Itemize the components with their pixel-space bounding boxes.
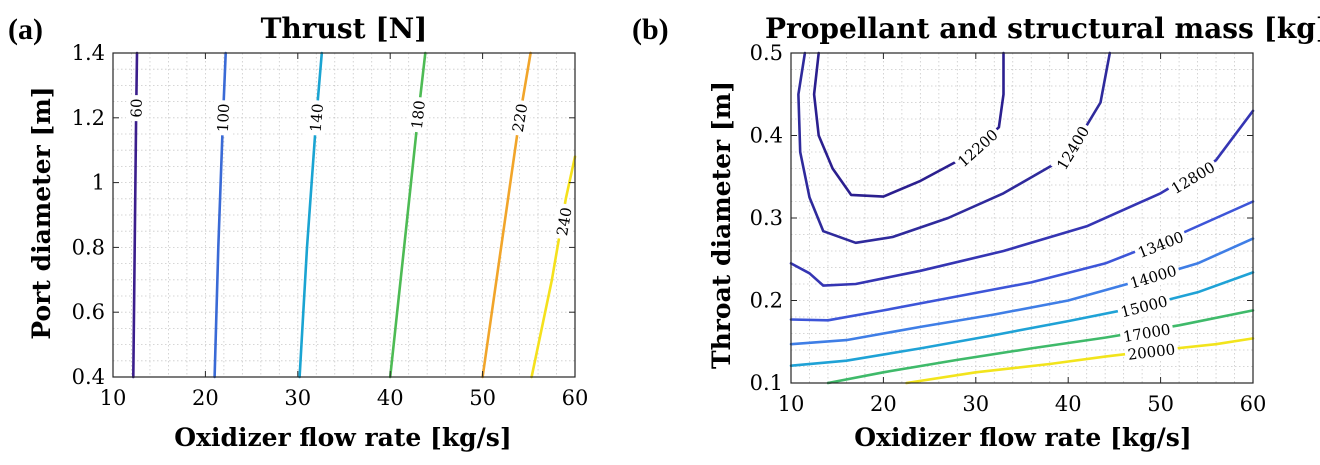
panel-a-contour-labels: 60 100 140 180 220 240 (125, 94, 577, 241)
panel-a-contour-label-bg (405, 96, 430, 134)
panel-a-contour-220 (481, 51, 532, 379)
panel-a-xtick-label: 20 (192, 386, 219, 410)
panel-a-contour-label: 100 (214, 103, 233, 132)
panel-b-contour-label-bg (1132, 225, 1189, 264)
panel-a-xtick-label: 40 (377, 386, 404, 410)
panel-b-contour-label-bg (1123, 338, 1179, 365)
panel-a-contours (132, 51, 577, 379)
panel-b-contour-label: 20000 (1127, 340, 1177, 364)
panel-b-grid (791, 53, 1253, 383)
panel-a-grid (113, 53, 575, 377)
panel-a-contour-60 (132, 51, 139, 379)
panel-b: (b) Propellant and structural mass [kg] … (632, 12, 1320, 452)
panel-b-xtick-label: 40 (1055, 392, 1082, 416)
panel-a-contour-label-group: 140 (304, 99, 328, 137)
panel-b-contour-label-group: 20000 (1123, 338, 1179, 365)
panel-a-contour-240 (530, 155, 577, 379)
panel-a-contour-label: 240 (553, 206, 576, 237)
panel-a-axes-frame (112, 52, 576, 378)
panel-a-ytick-label: 0.4 (72, 365, 105, 389)
panel-b-contour-12200 (812, 51, 1005, 198)
panel-b-contour-label-bg (1115, 290, 1173, 323)
panel-a-contour-label-bg (506, 98, 533, 137)
panel-b-ytick-label: 0.1 (750, 371, 783, 395)
panel-b-ytick-label: 0.3 (750, 206, 783, 230)
panel-a-contour-100 (213, 51, 227, 379)
panel-b-contour-14000 (789, 237, 1255, 346)
panel-b-xlabel: Oxidizer flow rate [kg/s] (854, 423, 1191, 452)
panel-a-contour-label: 140 (307, 103, 327, 133)
panel-a-title: Thrust [N] (261, 12, 428, 45)
panel-a: (a) Thrust [N] Oxidizer flow rate [kg/s]… (8, 12, 588, 452)
panel-a-contour-label: 60 (127, 98, 145, 117)
panel-a-ylabel: Port diameter [m] (27, 86, 56, 339)
panel-a-contour-label-bg (125, 94, 147, 122)
panel-a-contour-label-group: 60 (125, 94, 147, 122)
panel-a-xlabel: Oxidizer flow rate [kg/s] (174, 423, 511, 452)
panel-a-contour-label: 220 (509, 102, 532, 133)
panel-b-ytick-label: 0.2 (750, 289, 783, 313)
panel-a-ytick-label: 0.6 (72, 300, 105, 324)
panel-b-letter: (b) (632, 13, 669, 46)
panel-b-ylabel: Throat diameter [m] (707, 81, 736, 369)
panel-b-plot: 12200 12400128001340014000150001700020000… (750, 41, 1267, 416)
panel-a-contour-140 (298, 51, 324, 379)
panel-a-contour-label-bg (304, 99, 328, 137)
panel-b-contour-label-bg (1118, 318, 1175, 347)
panel-a-contour-label-group: 100 (212, 99, 234, 136)
panel-b-xtick-label: 20 (870, 392, 897, 416)
panel-b-contour-20000 (905, 337, 1255, 385)
panel-a-xtick-label: 60 (562, 386, 589, 410)
panel-a-contour-label-group: 240 (551, 202, 577, 241)
panel-a-ytick-label: 0.8 (72, 235, 105, 259)
panel-a-contour-label-group: 180 (405, 96, 430, 134)
panel-a-letter: (a) (8, 13, 43, 46)
panel-a-contour-label: 180 (408, 99, 429, 129)
panel-a-contour-label-bg (212, 99, 234, 136)
panel-a-xtick-label: 30 (284, 386, 311, 410)
panel-b-contour-label-bg (1124, 259, 1182, 294)
panel-b-contour-17000 (826, 309, 1255, 385)
panel-a-xtick-label: 50 (469, 386, 496, 410)
panel-b-ytick-label: 0.4 (750, 124, 783, 148)
panel-b-contour-label-bg (1165, 155, 1221, 200)
panel-a-contour-label-bg (551, 202, 577, 241)
panel-b-contour-label-bg (1050, 120, 1096, 176)
panel-a-ytick-label: 1.2 (72, 106, 105, 130)
panel-a-ticks: 10 20 30 40 50 60 0.4 0.6 0.8 1 1.2 1.4 (72, 41, 589, 410)
panel-a-ytick-label: 1 (92, 171, 105, 195)
panel-a-xtick-label: 10 (100, 386, 127, 410)
panel-b-ticks: 10 20 30 40 50 60 0.1 0.2 0.3 0.4 0.5 (750, 41, 1267, 416)
panel-b-xtick-label: 30 (962, 392, 989, 416)
panel-b-xtick-label: 60 (1240, 392, 1267, 416)
panel-b-contour-label-bg (951, 122, 1005, 174)
panel-b-xtick-label: 50 (1147, 392, 1174, 416)
panel-b-ytick-label: 0.5 (750, 41, 783, 65)
panel-b-contour-15000 (789, 271, 1255, 367)
panel-a-ytick-label: 1.4 (72, 41, 105, 65)
panel-b-title: Propellant and structural mass [kg] (765, 12, 1320, 45)
panel-a-contour-label-group: 220 (506, 98, 533, 137)
panel-a-contour-180 (388, 51, 427, 379)
panel-b-xtick-label: 10 (778, 392, 805, 416)
